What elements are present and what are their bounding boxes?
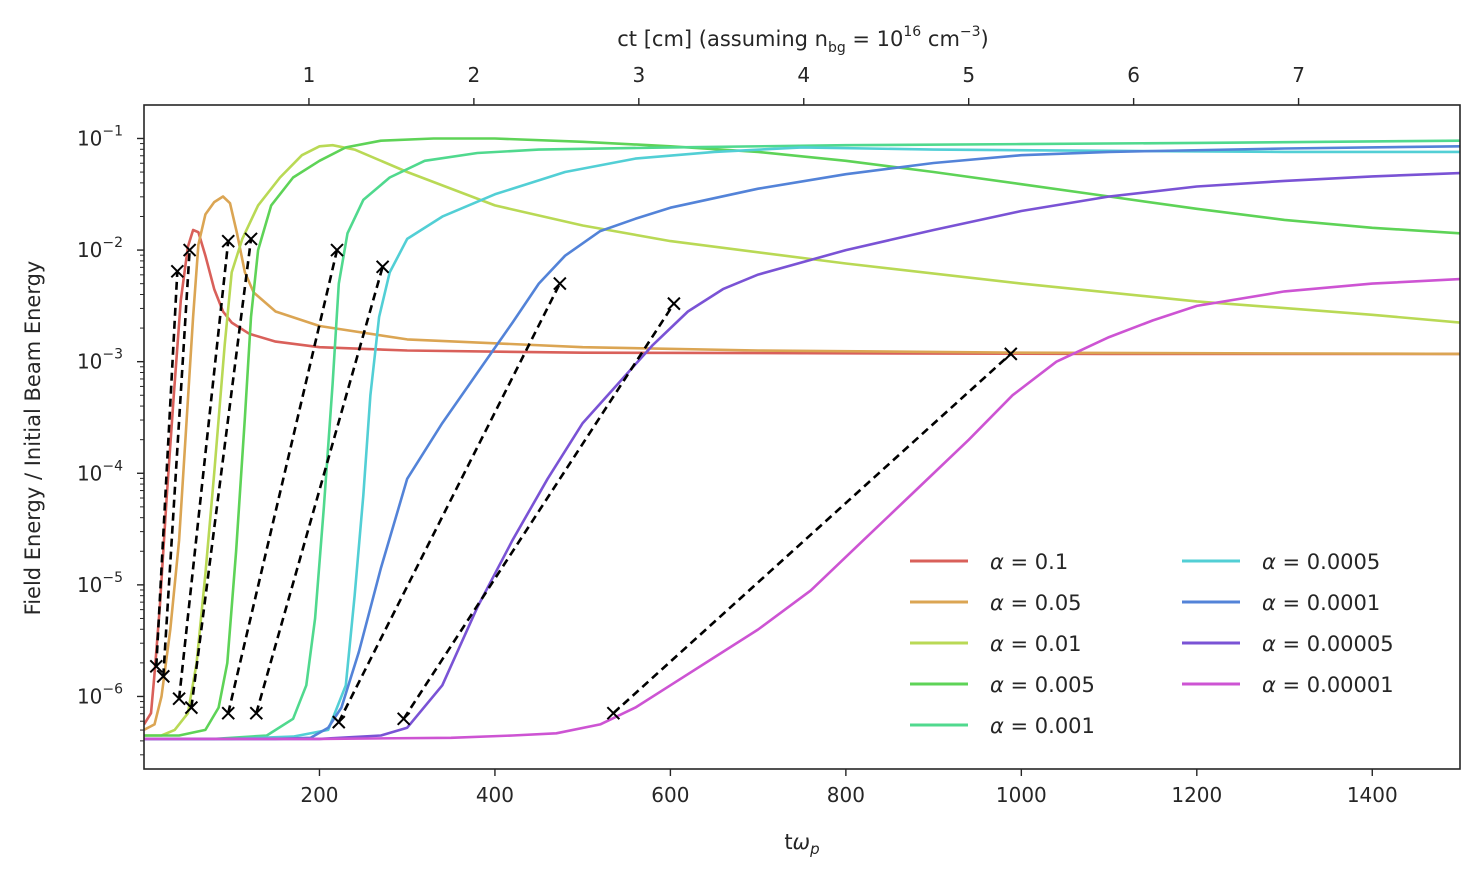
fit-line bbox=[402, 302, 675, 720]
x-tick-label: 400 bbox=[476, 783, 514, 807]
fit-marker bbox=[606, 706, 621, 720]
fit-layer bbox=[154, 238, 1012, 723]
top-tick-label: 4 bbox=[797, 63, 810, 87]
fit-marker bbox=[221, 706, 235, 720]
legend: α = 0.1 α = 0.05 α = 0.01 α = 0.005 α = 0.00… bbox=[910, 550, 1394, 738]
fit-marker bbox=[396, 712, 411, 726]
fit-marker bbox=[553, 276, 567, 291]
fit-line bbox=[154, 271, 179, 667]
legend-label: α = 0.1 bbox=[990, 550, 1068, 574]
fit-marker bbox=[182, 243, 197, 257]
legend-label: α = 0.00005 bbox=[1262, 632, 1394, 656]
fit-line bbox=[190, 238, 253, 708]
x-axis-label: tωp bbox=[784, 830, 819, 858]
y-tick-label: 10−1 bbox=[77, 123, 123, 150]
fit-marker bbox=[375, 260, 390, 274]
top-tick-label: 7 bbox=[1292, 63, 1305, 87]
legend-label: α = 0.01 bbox=[990, 632, 1082, 656]
fit-marker bbox=[1004, 347, 1018, 361]
x-tick-label: 1400 bbox=[1347, 783, 1398, 807]
fit-line bbox=[162, 249, 191, 677]
y-tick-label: 10−2 bbox=[77, 235, 123, 262]
fit-marker bbox=[249, 706, 264, 720]
fit-marker bbox=[667, 296, 681, 311]
fit-marker bbox=[149, 659, 163, 674]
fit-line bbox=[612, 352, 1012, 715]
series-line bbox=[144, 228, 1460, 726]
fit-line bbox=[177, 241, 230, 699]
x-tick-label: 1000 bbox=[996, 783, 1047, 807]
series-line bbox=[144, 171, 1460, 741]
legend-label: α = 0.001 bbox=[990, 714, 1095, 738]
legend-label: α = 0.0005 bbox=[1262, 550, 1380, 574]
fit-marker bbox=[170, 264, 185, 278]
fit-line bbox=[337, 282, 562, 723]
fit-line bbox=[226, 249, 339, 714]
fit-marker bbox=[332, 715, 346, 729]
series-line bbox=[144, 277, 1460, 741]
top-tick-label: 5 bbox=[962, 63, 975, 87]
plot-frame bbox=[143, 104, 1461, 770]
x-tick-label: 600 bbox=[651, 783, 689, 807]
top-axis-label: ct [cm] (assuming nbg = 1016 cm−3) bbox=[617, 24, 989, 56]
fit-marker bbox=[172, 691, 186, 706]
legend-label: α = 0.05 bbox=[990, 591, 1082, 615]
series-layer bbox=[144, 137, 1460, 741]
fit-marker bbox=[244, 232, 258, 246]
y-tick-label: 10−5 bbox=[77, 570, 123, 597]
series-line bbox=[144, 137, 1460, 737]
series-line bbox=[144, 139, 1460, 741]
x-tick-label: 1200 bbox=[1171, 783, 1222, 807]
series-line bbox=[144, 195, 1460, 732]
top-tick-label: 3 bbox=[632, 63, 645, 87]
legend-label: α = 0.00001 bbox=[1262, 673, 1394, 697]
marker-layer bbox=[149, 232, 1018, 729]
x-tick-label: 800 bbox=[827, 783, 865, 807]
y-tick-label: 10−3 bbox=[77, 347, 123, 374]
top-tick-label: 2 bbox=[468, 63, 481, 87]
legend-label: α = 0.005 bbox=[990, 673, 1095, 697]
fit-marker bbox=[184, 700, 199, 715]
top-tick-label: 6 bbox=[1127, 63, 1140, 87]
fit-marker bbox=[330, 243, 344, 257]
y-axis-label: Field Energy / Initial Beam Energy bbox=[21, 261, 45, 616]
series-line bbox=[144, 145, 1460, 741]
y-tick-label: 10−4 bbox=[77, 458, 123, 485]
legend-label: α = 0.0001 bbox=[1262, 591, 1380, 615]
fit-marker bbox=[221, 234, 235, 248]
x-tick-label: 200 bbox=[300, 783, 338, 807]
fit-marker bbox=[156, 669, 171, 684]
y-tick-label: 10−6 bbox=[77, 681, 123, 708]
top-tick-label: 1 bbox=[303, 63, 316, 87]
series-line bbox=[144, 146, 1460, 741]
